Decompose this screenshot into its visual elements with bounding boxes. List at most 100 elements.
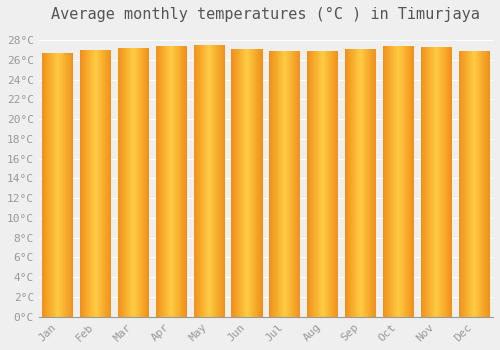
Bar [243, 49, 244, 317]
Bar [460, 51, 461, 317]
Bar [470, 51, 471, 317]
Bar [483, 51, 484, 317]
Bar [118, 48, 119, 317]
Bar [411, 46, 412, 317]
Bar [129, 48, 130, 317]
Bar [157, 46, 158, 317]
Bar [93, 50, 94, 317]
Bar [476, 51, 477, 317]
Bar [196, 45, 198, 317]
Bar [484, 51, 485, 317]
Bar [215, 45, 216, 317]
Bar [67, 53, 68, 317]
Bar [211, 45, 212, 317]
Bar [385, 46, 386, 317]
Bar [132, 48, 133, 317]
Bar [396, 46, 397, 317]
Bar [276, 51, 277, 317]
Bar [66, 53, 67, 317]
Bar [319, 51, 320, 317]
Bar [436, 47, 437, 317]
Bar [43, 53, 44, 317]
Bar [274, 51, 275, 317]
Bar [48, 53, 49, 317]
Bar [199, 45, 200, 317]
Bar [405, 46, 406, 317]
Bar [128, 48, 129, 317]
Bar [293, 51, 294, 317]
Bar [159, 46, 160, 317]
Bar [70, 53, 71, 317]
Bar [469, 51, 470, 317]
Bar [134, 48, 135, 317]
Bar [142, 48, 143, 317]
Bar [147, 48, 148, 317]
Bar [208, 45, 209, 317]
Bar [72, 53, 74, 317]
Bar [289, 51, 290, 317]
Bar [325, 51, 326, 317]
Bar [103, 50, 104, 317]
Bar [372, 49, 373, 317]
Bar [479, 51, 480, 317]
Bar [435, 47, 436, 317]
Bar [294, 51, 295, 317]
Bar [47, 53, 48, 317]
Bar [223, 45, 224, 317]
Bar [56, 53, 57, 317]
Bar [383, 46, 384, 317]
Bar [141, 48, 142, 317]
Bar [446, 47, 447, 317]
Bar [239, 49, 240, 317]
Bar [170, 46, 171, 317]
Bar [404, 46, 405, 317]
Bar [222, 45, 223, 317]
Bar [140, 48, 141, 317]
Bar [384, 46, 385, 317]
Bar [92, 50, 93, 317]
Bar [106, 50, 107, 317]
Bar [250, 49, 251, 317]
Bar [204, 45, 205, 317]
Bar [275, 51, 276, 317]
Bar [245, 49, 246, 317]
Bar [486, 51, 487, 317]
Bar [108, 50, 109, 317]
Bar [86, 50, 87, 317]
Bar [392, 46, 393, 317]
Bar [217, 45, 218, 317]
Bar [311, 51, 312, 317]
Bar [350, 49, 352, 317]
Bar [256, 49, 257, 317]
Bar [261, 49, 262, 317]
Bar [125, 48, 126, 317]
Bar [98, 50, 99, 317]
Bar [126, 48, 127, 317]
Bar [135, 48, 136, 317]
Bar [330, 51, 331, 317]
Bar [216, 45, 217, 317]
Bar [345, 49, 346, 317]
Bar [369, 49, 370, 317]
Bar [101, 50, 102, 317]
Bar [425, 47, 426, 317]
Bar [260, 49, 261, 317]
Bar [270, 51, 271, 317]
Bar [96, 50, 97, 317]
Bar [349, 49, 350, 317]
Bar [210, 45, 211, 317]
Bar [220, 45, 221, 317]
Bar [459, 51, 460, 317]
Bar [333, 51, 334, 317]
Bar [51, 53, 52, 317]
Bar [209, 45, 210, 317]
Bar [44, 53, 45, 317]
Bar [272, 51, 273, 317]
Bar [232, 49, 233, 317]
Bar [255, 49, 256, 317]
Bar [362, 49, 363, 317]
Bar [176, 46, 177, 317]
Bar [358, 49, 359, 317]
Bar [297, 51, 298, 317]
Bar [201, 45, 202, 317]
